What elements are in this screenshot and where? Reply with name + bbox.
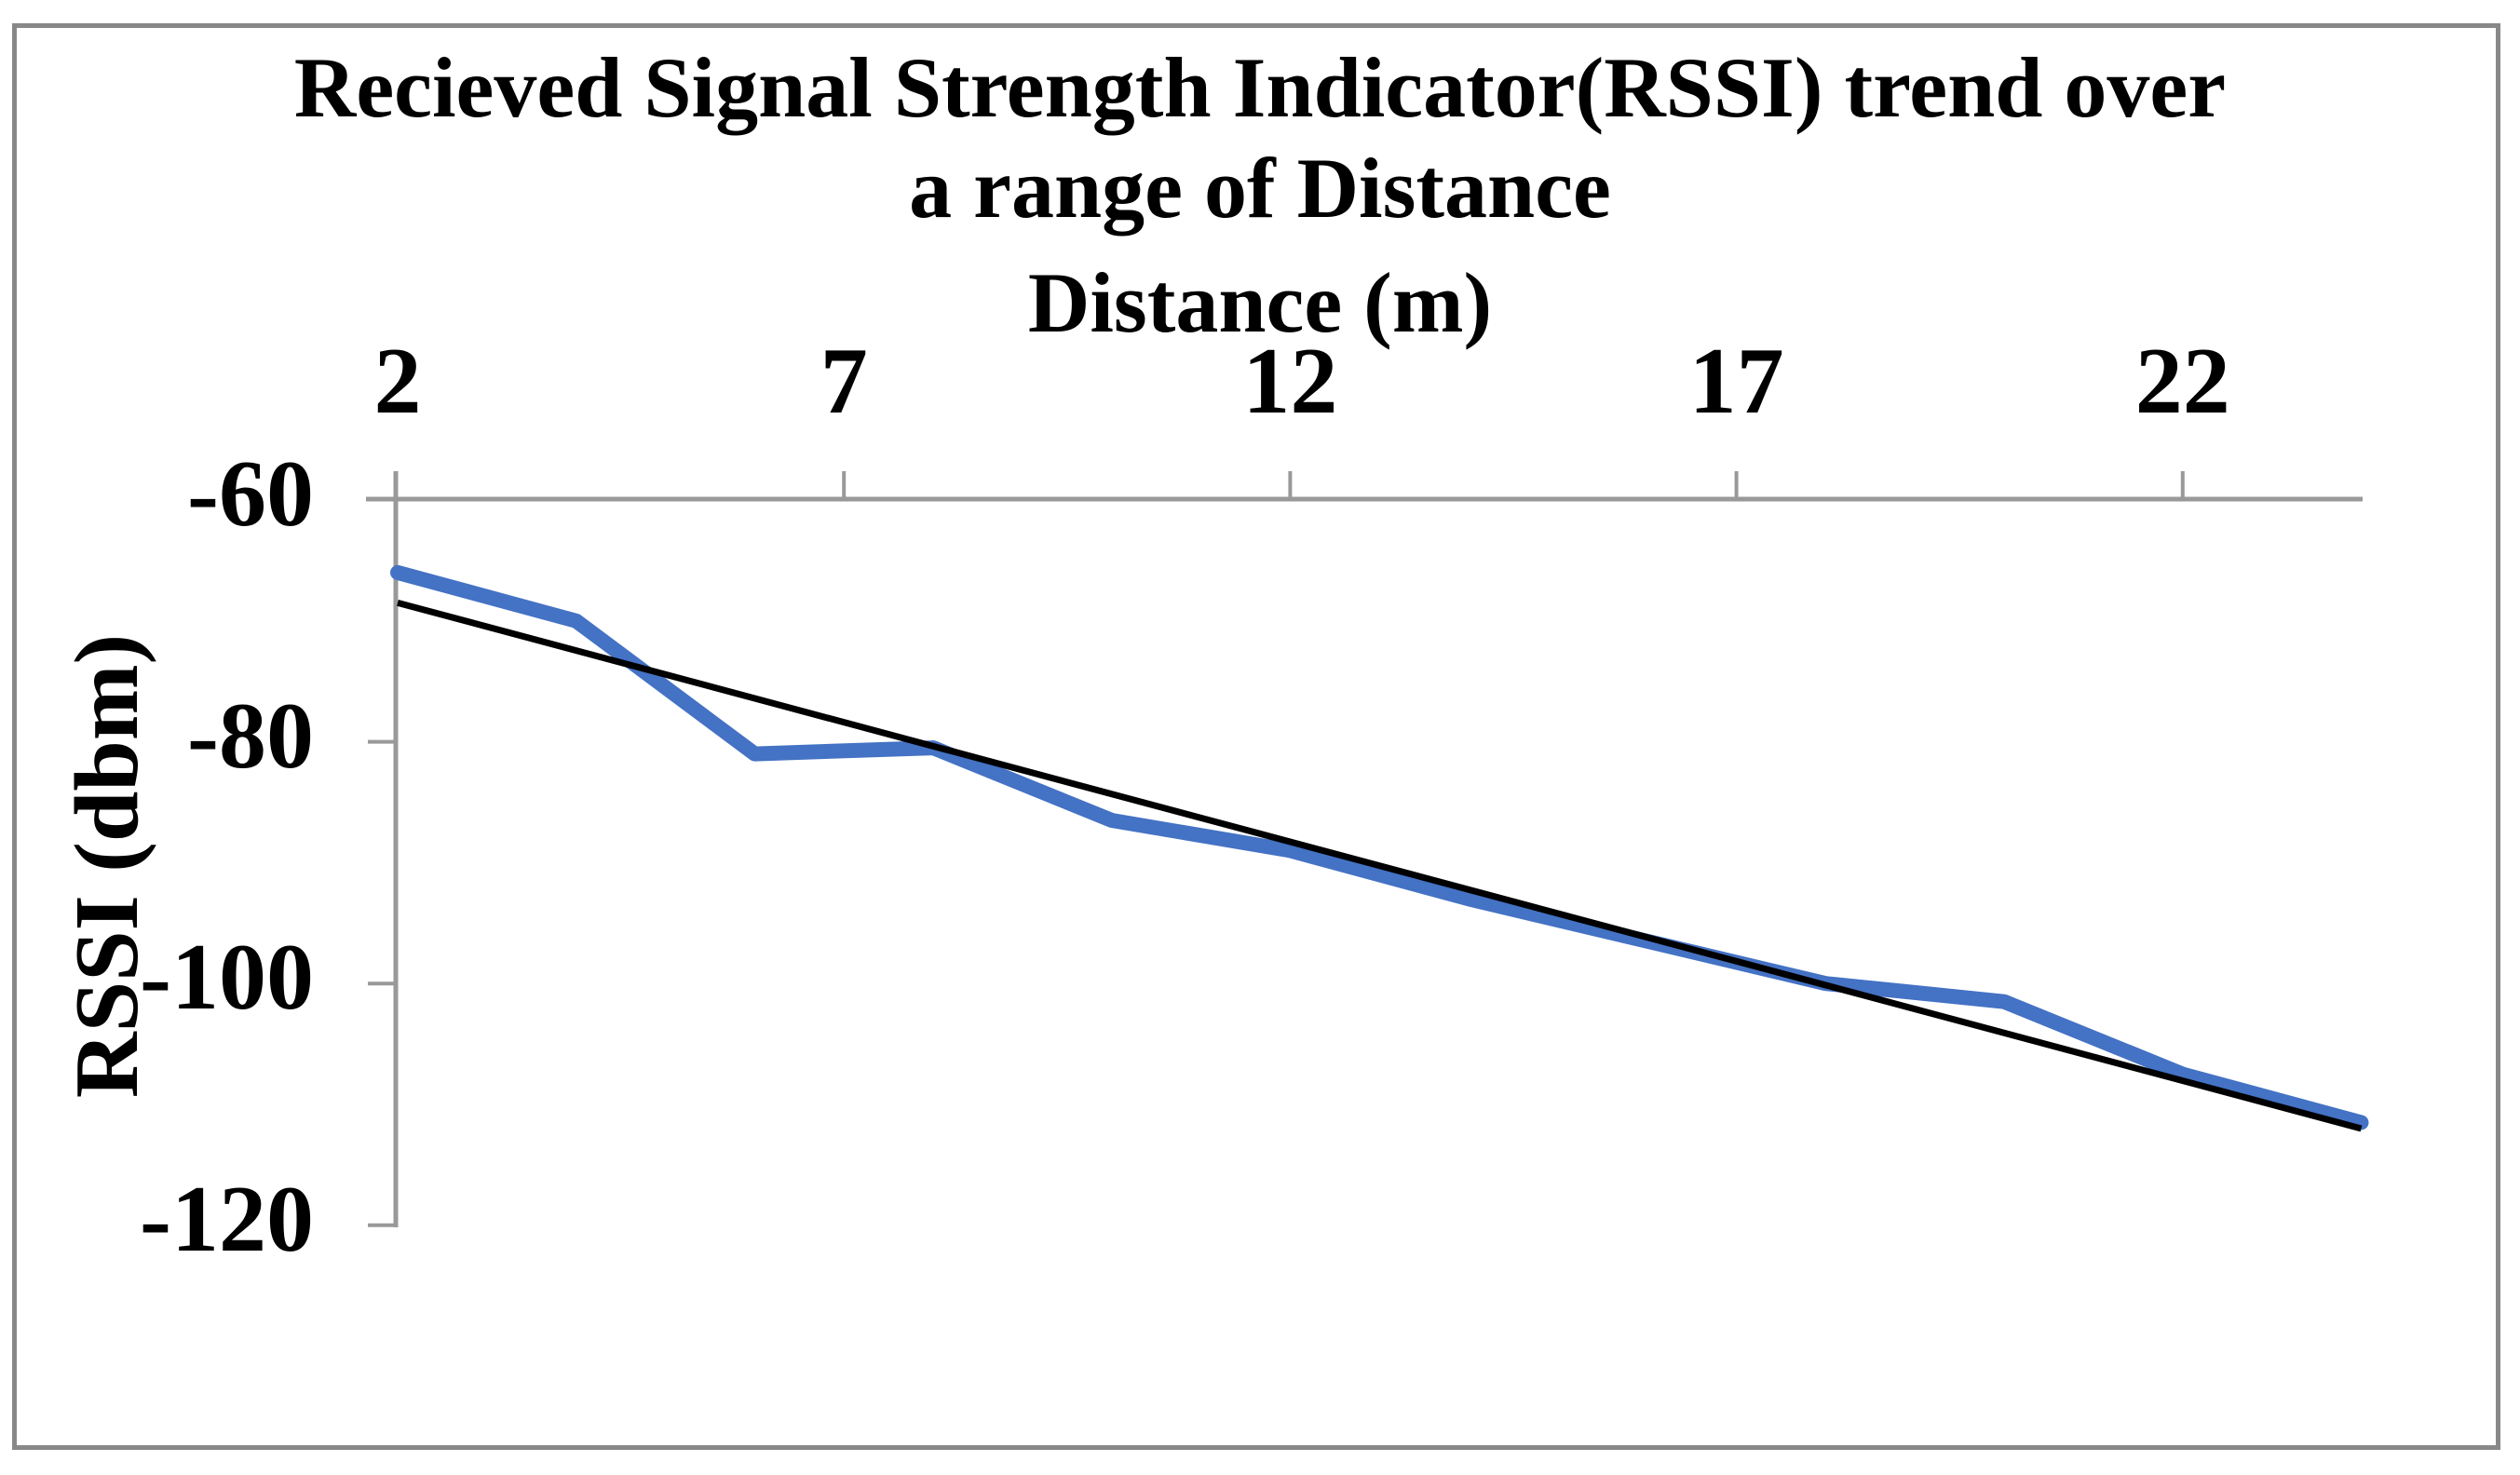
x-tick-label: 17 [1688, 329, 1784, 434]
figure-border [12, 23, 2500, 1450]
y-tick-label: -80 [187, 683, 314, 789]
x-tick-label: 12 [1242, 329, 1338, 434]
chart-title-line-1: Recieved Signal Strength Indicator(RSSI)… [293, 40, 2227, 135]
chart-title-line-2: a range of Distance [909, 141, 1611, 236]
x-tick-label: 2 [373, 329, 422, 434]
y-tick-label: -120 [140, 1166, 314, 1272]
rssi-series-line [390, 564, 2369, 1130]
y-tick-label: -60 [187, 441, 314, 547]
x-axis-title: Distance (m) [1027, 255, 1493, 350]
x-tick-label: 7 [820, 329, 868, 434]
trendline [397, 599, 2363, 1132]
y-tick-label: -100 [140, 925, 314, 1031]
x-tick-label: 22 [2134, 329, 2230, 434]
chart-title: Recieved Signal Strength Indicator(RSSI)… [0, 37, 2520, 238]
